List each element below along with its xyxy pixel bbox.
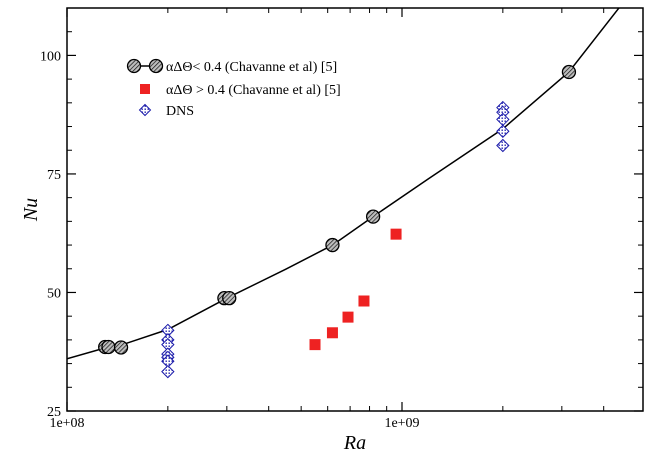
series-2-point	[309, 339, 321, 351]
series-2-point	[326, 327, 338, 339]
legend-label: αΔΘ > 0.4 (Chavanne et al) [5]	[166, 83, 341, 98]
x-axis-title: Ra	[343, 432, 366, 454]
legend-label: DNS	[166, 104, 194, 119]
series-2-point	[390, 228, 402, 240]
series-1-point	[325, 237, 340, 253]
series-2-point	[358, 295, 370, 307]
series-1-point	[365, 209, 381, 224]
legend-marker	[126, 58, 142, 74]
series-2-point	[342, 311, 354, 323]
y-axis-title: Nu	[20, 198, 42, 222]
plot-frame	[66, 7, 644, 412]
legend-label: αΔΘ< 0.4 (Chavanne et al) [5]	[166, 60, 337, 75]
y-tick-label: 75	[47, 168, 61, 183]
series-1-point	[561, 64, 577, 80]
x-tick-label: 1e+09	[384, 416, 419, 431]
series-3-point	[496, 124, 510, 138]
series-3-point	[161, 364, 175, 379]
series-1-point	[113, 340, 129, 355]
series-1-point	[222, 291, 237, 306]
legend-marker	[140, 84, 150, 94]
series-3-point	[496, 138, 510, 153]
series-1-point	[101, 339, 116, 355]
legend-marker	[148, 58, 164, 74]
y-tick-label: 100	[40, 49, 61, 64]
x-tick-label: 1e+08	[49, 416, 84, 431]
legend-marker	[138, 103, 152, 117]
series-3-point	[496, 112, 510, 127]
y-tick-label: 25	[47, 405, 61, 420]
y-tick-label: 50	[47, 286, 61, 301]
legend: αΔΘ< 0.4 (Chavanne et al) [5] αΔΘ > 0.4 (…	[126, 58, 341, 119]
